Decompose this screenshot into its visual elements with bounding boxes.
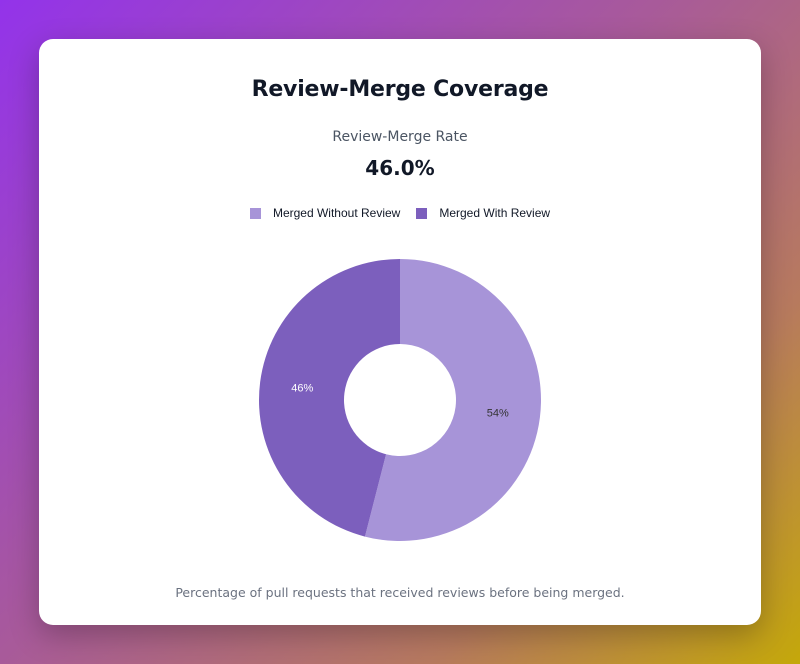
legend-item-without-review[interactable]: Merged Without Review <box>249 206 401 220</box>
chart-title: Review-Merge Coverage <box>251 77 549 102</box>
slice-label-without-review: 54% <box>487 407 509 419</box>
legend-swatch-with-review <box>416 207 428 219</box>
chart-footnote: Percentage of pull requests that receive… <box>175 585 625 600</box>
slice-without-review[interactable] <box>364 259 542 541</box>
slice-with-review[interactable] <box>259 259 400 537</box>
legend-label-without-review: Merged Without Review <box>272 206 401 220</box>
donut-chart: 54% 46% <box>259 259 542 541</box>
rate-label: Review-Merge Rate <box>332 129 468 145</box>
chart-legend: Merged Without Review Merged With Review <box>39 206 761 220</box>
legend-label-with-review: Merged With Review <box>439 206 551 220</box>
legend-swatch-without-review <box>249 207 261 219</box>
rate-value: 46.0% <box>365 156 435 180</box>
slice-label-with-review: 46% <box>291 383 313 395</box>
chart-card: Review-Merge Coverage Review-Merge Rate … <box>39 39 761 625</box>
legend-item-with-review[interactable]: Merged With Review <box>416 206 550 220</box>
